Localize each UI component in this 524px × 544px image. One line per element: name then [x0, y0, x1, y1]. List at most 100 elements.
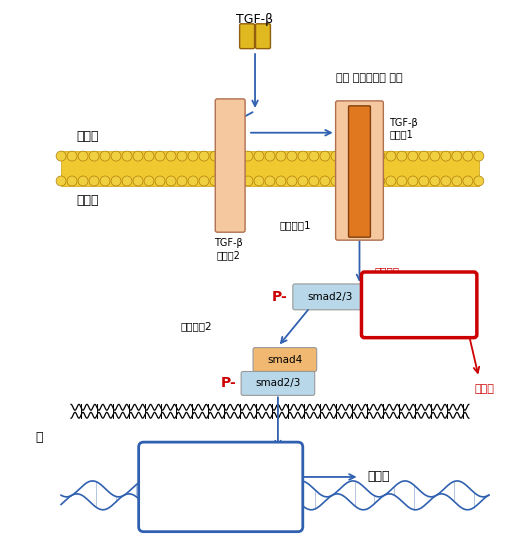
Text: TGF-β: TGF-β — [236, 13, 274, 26]
Circle shape — [320, 176, 330, 186]
Circle shape — [397, 151, 407, 161]
Circle shape — [386, 151, 396, 161]
Circle shape — [243, 151, 253, 161]
Circle shape — [232, 176, 242, 186]
Text: 세포밖: 세포밖 — [76, 129, 99, 143]
Circle shape — [111, 151, 121, 161]
FancyBboxPatch shape — [239, 24, 255, 48]
Circle shape — [232, 151, 242, 161]
FancyBboxPatch shape — [217, 101, 230, 124]
Circle shape — [78, 176, 88, 186]
Circle shape — [430, 176, 440, 186]
Circle shape — [331, 176, 341, 186]
Circle shape — [56, 176, 66, 186]
FancyBboxPatch shape — [347, 104, 359, 126]
Circle shape — [144, 176, 154, 186]
Circle shape — [353, 176, 363, 186]
Circle shape — [155, 176, 165, 186]
Circle shape — [243, 176, 253, 186]
Circle shape — [397, 176, 407, 186]
Circle shape — [166, 176, 176, 186]
Circle shape — [133, 151, 143, 161]
Circle shape — [364, 151, 374, 161]
Circle shape — [67, 151, 77, 161]
FancyBboxPatch shape — [139, 442, 303, 531]
Circle shape — [177, 176, 187, 186]
Circle shape — [331, 151, 341, 161]
Circle shape — [419, 176, 429, 186]
Circle shape — [287, 151, 297, 161]
FancyBboxPatch shape — [231, 101, 244, 124]
Circle shape — [122, 151, 132, 161]
Text: smad2/3: smad2/3 — [307, 292, 352, 302]
FancyBboxPatch shape — [253, 348, 316, 372]
FancyBboxPatch shape — [362, 272, 477, 338]
Circle shape — [56, 151, 66, 161]
Circle shape — [221, 176, 231, 186]
Text: smad2/3: smad2/3 — [255, 379, 301, 388]
Text: P-: P- — [272, 290, 288, 304]
Circle shape — [144, 151, 154, 161]
Circle shape — [463, 176, 473, 186]
Text: 경로억제: 경로억제 — [375, 266, 399, 276]
Circle shape — [474, 176, 484, 186]
Circle shape — [309, 151, 319, 161]
Circle shape — [408, 176, 418, 186]
Circle shape — [67, 176, 77, 186]
Circle shape — [166, 151, 176, 161]
Text: 메드팩토 개발
항암물질
TEW-7197: 메드팩토 개발 항암물질 TEW-7197 — [388, 286, 451, 324]
Circle shape — [430, 151, 440, 161]
Circle shape — [287, 176, 297, 186]
FancyBboxPatch shape — [293, 284, 366, 310]
Circle shape — [210, 151, 220, 161]
Circle shape — [133, 176, 143, 186]
Circle shape — [122, 176, 132, 186]
Circle shape — [452, 151, 462, 161]
FancyBboxPatch shape — [256, 24, 270, 48]
Circle shape — [100, 176, 110, 186]
Circle shape — [408, 151, 418, 161]
Circle shape — [298, 176, 308, 186]
Circle shape — [342, 176, 352, 186]
Circle shape — [463, 151, 473, 161]
Circle shape — [199, 176, 209, 186]
Bar — [61, 151, 479, 187]
Circle shape — [452, 176, 462, 186]
Circle shape — [210, 176, 220, 186]
Circle shape — [221, 151, 231, 161]
Circle shape — [276, 151, 286, 161]
Text: 핵: 핵 — [36, 431, 43, 444]
Circle shape — [342, 151, 352, 161]
Text: smad2/3: smad2/3 — [202, 504, 248, 514]
Text: 세포안: 세포안 — [76, 194, 99, 207]
Text: 신호경로2: 신호경로2 — [180, 321, 212, 331]
Text: smad4: smad4 — [267, 355, 302, 364]
Circle shape — [89, 176, 99, 186]
Circle shape — [155, 151, 165, 161]
Circle shape — [265, 176, 275, 186]
Circle shape — [353, 151, 363, 161]
Circle shape — [386, 176, 396, 186]
Text: TGF-β
수용체2: TGF-β 수용체2 — [214, 238, 243, 260]
FancyBboxPatch shape — [215, 99, 245, 232]
Text: 전사인자 복합체: 전사인자 복합체 — [187, 457, 234, 467]
FancyBboxPatch shape — [241, 372, 315, 395]
Circle shape — [419, 151, 429, 161]
Circle shape — [320, 151, 330, 161]
Text: 암증식: 암증식 — [367, 471, 390, 484]
Circle shape — [254, 151, 264, 161]
Circle shape — [177, 151, 187, 161]
Circle shape — [254, 176, 264, 186]
FancyBboxPatch shape — [360, 104, 372, 126]
Text: P-: P- — [172, 502, 188, 516]
Circle shape — [188, 151, 198, 161]
FancyBboxPatch shape — [198, 473, 259, 496]
Circle shape — [375, 176, 385, 186]
Circle shape — [265, 151, 275, 161]
Circle shape — [100, 151, 110, 161]
Circle shape — [309, 176, 319, 186]
Circle shape — [375, 151, 385, 161]
Circle shape — [441, 176, 451, 186]
Text: 암을 증식시키는 신호: 암을 증식시키는 신호 — [336, 73, 403, 83]
Text: 신호경로1: 신호경로1 — [279, 220, 311, 230]
